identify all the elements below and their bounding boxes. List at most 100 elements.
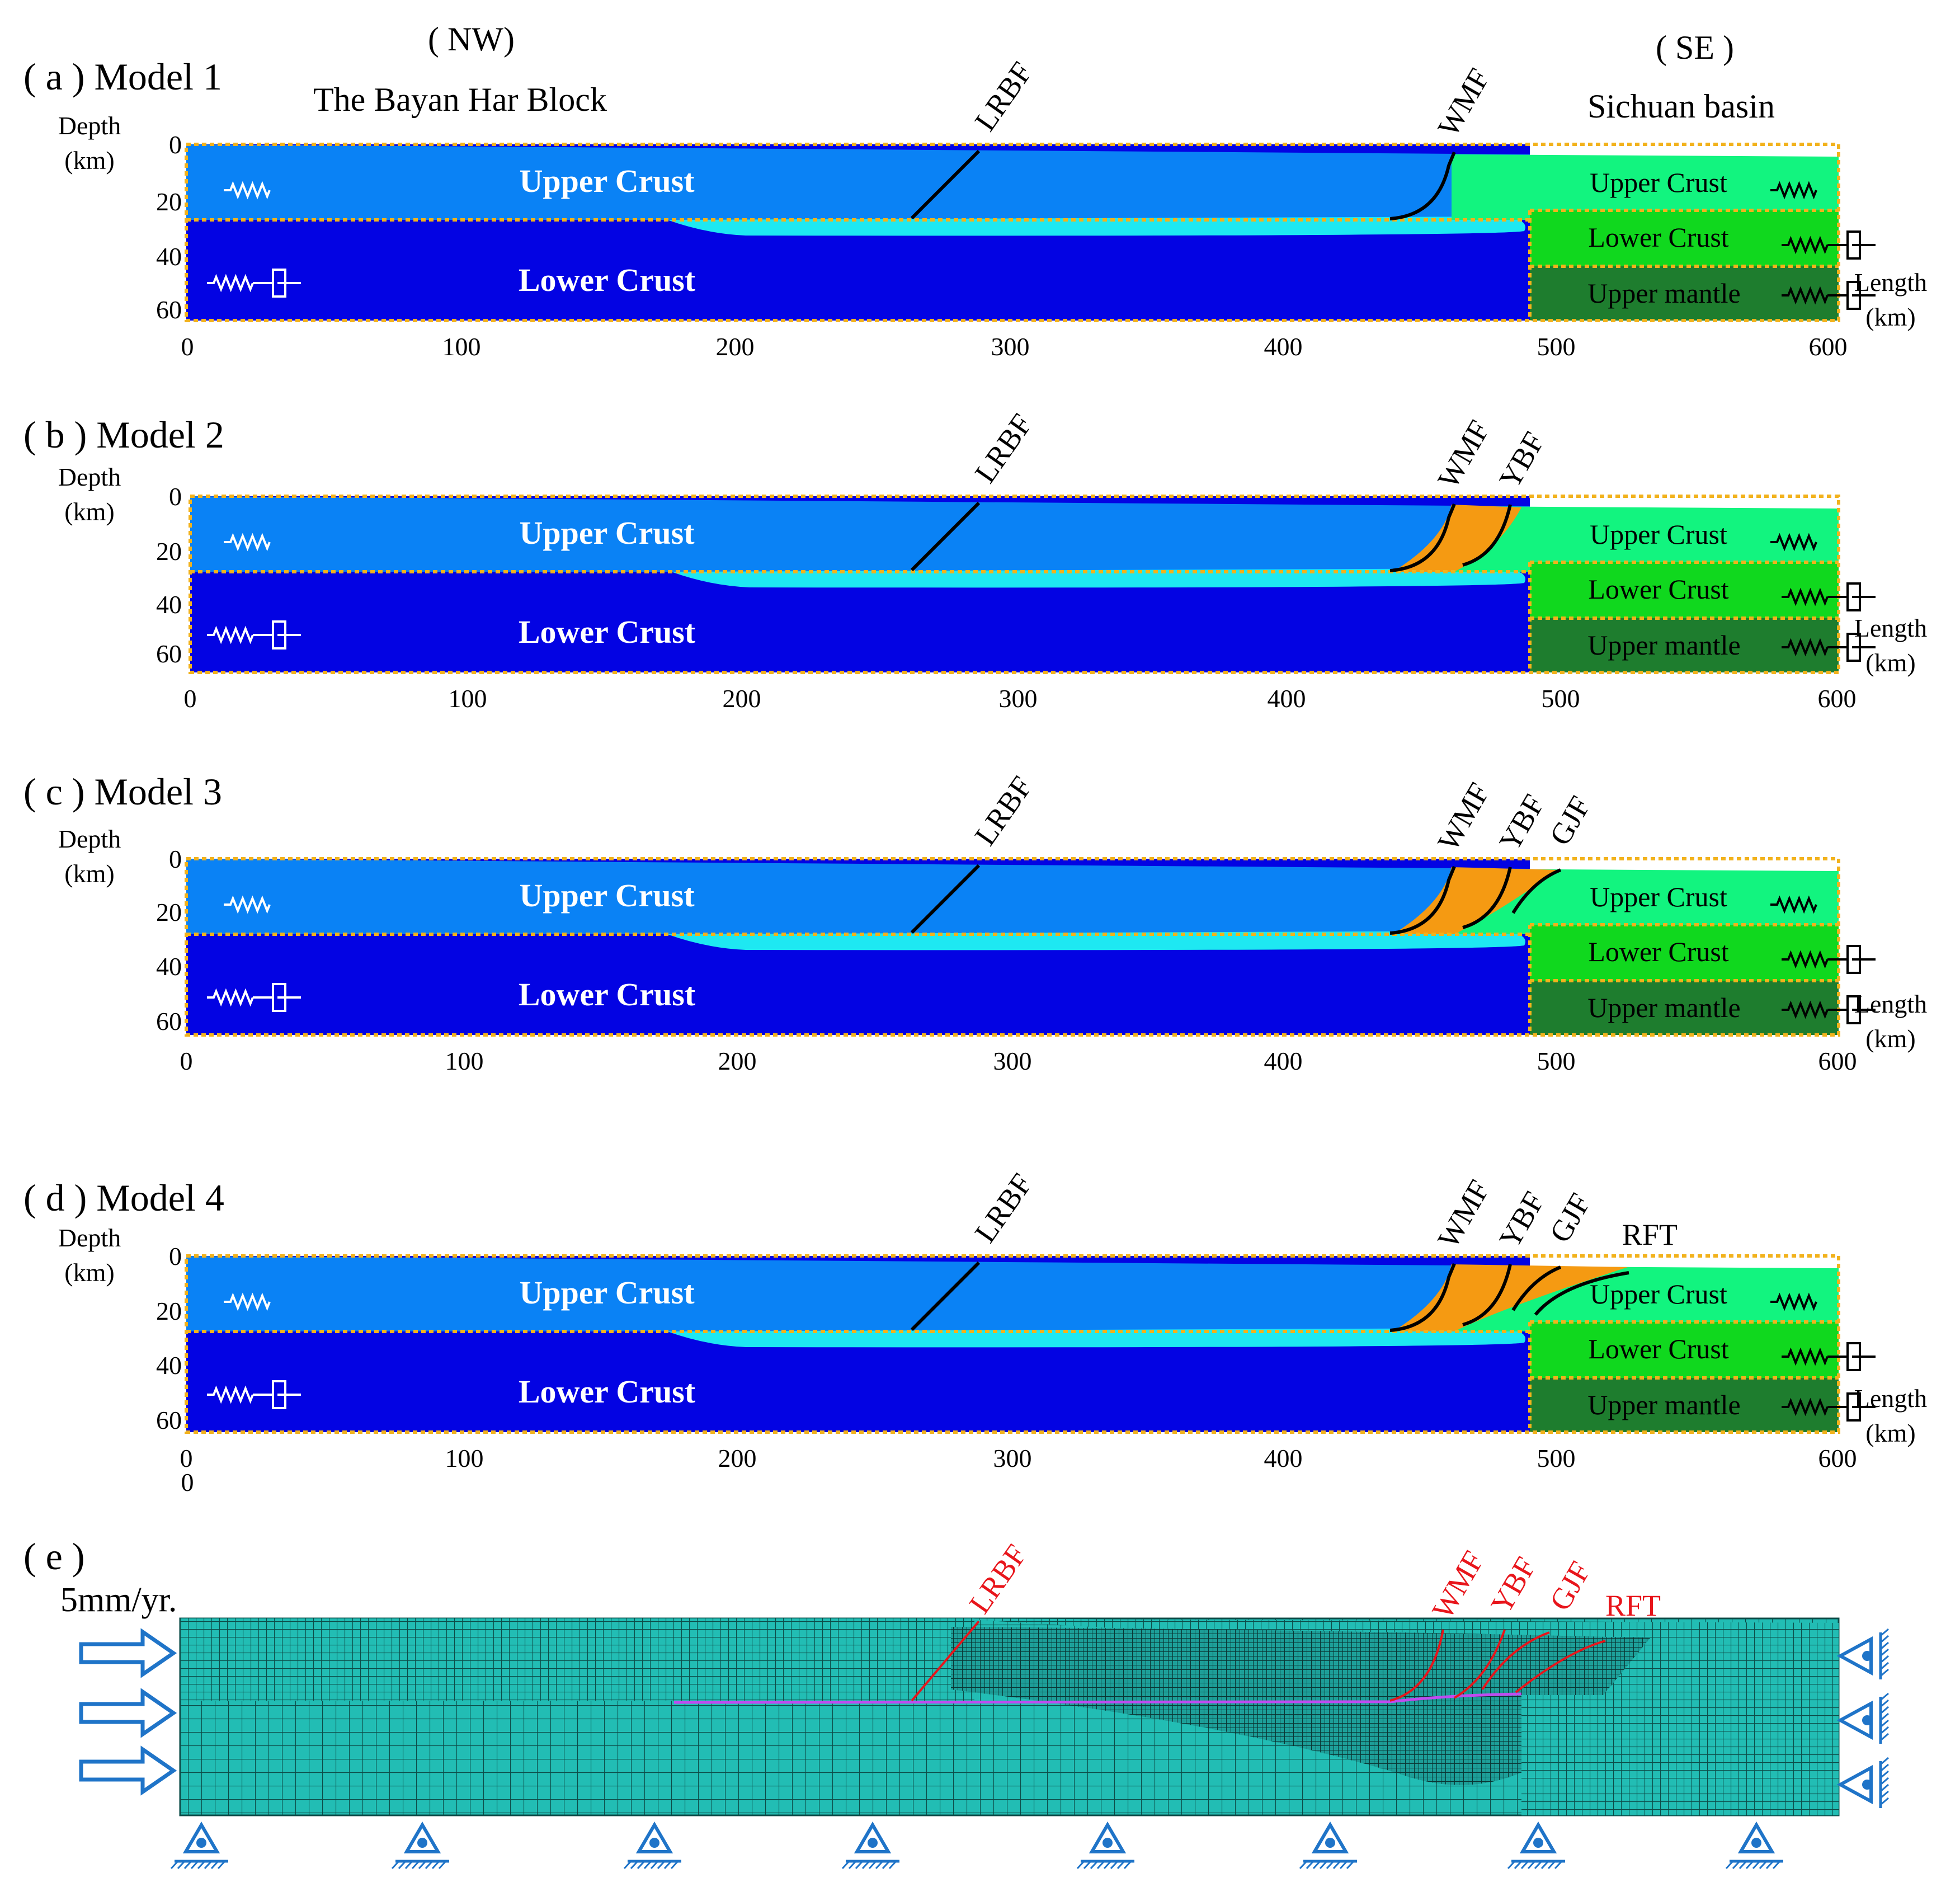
spring-lower-se xyxy=(1782,582,1876,611)
label-upper-crust-se: Upper Crust xyxy=(1590,167,1727,198)
length-tick: 600 xyxy=(1818,1444,1857,1472)
fault-label-lrbf: LRBF xyxy=(968,770,1039,851)
model-boundary xyxy=(185,143,1840,322)
spring-icon xyxy=(224,181,271,200)
label-upper-mantle-se: Upper mantle xyxy=(1587,992,1741,1023)
label-upper-crust-se: Upper Crust xyxy=(1590,1278,1727,1310)
velocity-arrow-icon xyxy=(79,1628,177,1678)
spring-icon xyxy=(207,988,254,1007)
mesh-fault-wmf xyxy=(1389,1629,1444,1702)
length-tick: 400 xyxy=(1264,332,1303,361)
mesh-fault-label-wmf: WMF xyxy=(1425,1545,1490,1625)
fault-wmf xyxy=(1389,1263,1456,1332)
weak-layer xyxy=(667,217,1525,236)
panel-title: ( c ) Model 3 xyxy=(23,770,222,813)
length-tick: 300 xyxy=(993,1444,1032,1472)
length-tick: 600 xyxy=(1809,332,1848,361)
spring-icon xyxy=(1770,533,1817,552)
label-lower-crust-nw: Lower Crust xyxy=(519,614,696,650)
spring-icon xyxy=(1782,236,1829,255)
length-tick: 400 xyxy=(1264,1047,1303,1075)
velocity-arrow-icon xyxy=(79,1745,177,1796)
depth-title: Depth xyxy=(58,111,121,140)
fault-lrbf xyxy=(910,1261,981,1331)
upper-crust-nw xyxy=(190,496,1530,572)
spring-icon xyxy=(1782,1000,1829,1019)
spring-lower-se xyxy=(1782,1342,1876,1371)
label-upper-mantle-se: Upper mantle xyxy=(1587,629,1741,661)
mesh-fault-label-rft: RFT xyxy=(1605,1589,1661,1622)
spring-upper-se xyxy=(1770,181,1817,200)
label-lower-crust-se: Lower Crust xyxy=(1588,1333,1728,1364)
spring-icon xyxy=(207,274,254,293)
spring-lower-nw xyxy=(207,983,301,1012)
length-tick: 500 xyxy=(1537,332,1576,361)
label-lower-crust-se: Lower Crust xyxy=(1588,573,1728,605)
fault-zone xyxy=(1393,1264,1628,1331)
spring-icon xyxy=(1770,895,1817,914)
upper-mantle-se xyxy=(1530,981,1839,1035)
label-upper-mantle-se: Upper mantle xyxy=(1587,1389,1741,1420)
label-lower-crust-nw: Lower Crust xyxy=(519,1373,696,1410)
fault-label-lrbf: LRBF xyxy=(968,1168,1039,1249)
label-lower-crust-nw: Lower Crust xyxy=(519,262,696,298)
se-boundaries xyxy=(1528,561,1839,672)
spring-mantle-se xyxy=(1782,633,1876,662)
fault-gjf xyxy=(1511,1265,1562,1311)
fault-ybf xyxy=(1462,867,1512,929)
spring-lower-nw xyxy=(207,269,301,298)
length-title: Length xyxy=(1854,268,1927,296)
fault-label-ybf: YBF xyxy=(1492,426,1551,494)
depth-unit: (km) xyxy=(64,146,114,175)
label-upper-crust-nw: Upper Crust xyxy=(519,515,695,551)
spring-upper-nw xyxy=(224,181,271,200)
label-lower-crust-se: Lower Crust xyxy=(1588,222,1728,253)
roller-support-icon xyxy=(391,1822,449,1870)
length-tick: 100 xyxy=(445,1444,484,1472)
fault-ybf xyxy=(1462,504,1512,567)
spring-icon xyxy=(224,533,271,552)
spring-icon xyxy=(1782,286,1829,305)
mesh-fault-rft xyxy=(1515,1640,1606,1693)
depth-tick: 20 xyxy=(156,1297,182,1325)
depth-tick: 40 xyxy=(156,952,182,981)
length-tick: 500 xyxy=(1542,684,1580,713)
mesh-upper-nw xyxy=(180,1618,974,1701)
mesh-fault-lrbf xyxy=(911,1620,980,1702)
roller-support-icon xyxy=(1076,1822,1134,1870)
velocity-arrow-icon xyxy=(79,1688,177,1738)
upper-crust-se xyxy=(1452,506,1839,572)
spring-icon xyxy=(207,625,254,644)
length-tick: 400 xyxy=(1264,1444,1303,1472)
panel-title: ( d ) Model 4 xyxy=(23,1176,224,1219)
roller-support-icon xyxy=(841,1822,899,1870)
upper-crust-nw xyxy=(186,144,1530,220)
length-tick: 300 xyxy=(993,1047,1032,1075)
length-tick: 400 xyxy=(1268,684,1306,713)
se-boundaries xyxy=(1528,1320,1839,1432)
fault-label-lrbf: LRBF xyxy=(968,408,1039,489)
spring-icon xyxy=(224,1292,271,1311)
depth-tick: 20 xyxy=(156,898,182,926)
panel-title: ( b ) Model 2 xyxy=(23,413,224,456)
length-title: Length xyxy=(1854,1384,1927,1413)
spring-icon xyxy=(1770,1292,1817,1311)
upper-mantle-se xyxy=(1530,1378,1839,1432)
fault-label-gjf: GJF xyxy=(1543,1188,1597,1248)
length-tick: 0 xyxy=(184,684,197,713)
roller-support-icon xyxy=(1725,1822,1783,1870)
label-upper-mantle-se: Upper mantle xyxy=(1587,277,1741,309)
mesh-se-lower xyxy=(1521,1695,1839,1815)
length-tick: 200 xyxy=(716,332,755,361)
bayan-har-label: The Bayan Har Block xyxy=(313,81,607,118)
length-title: Length xyxy=(1854,990,1927,1018)
length-tick: 200 xyxy=(723,684,761,713)
length-unit: (km) xyxy=(1865,1419,1915,1447)
spring-upper-se xyxy=(1770,533,1817,552)
roller-support-icon xyxy=(170,1822,228,1870)
fault-zone xyxy=(1393,505,1521,572)
fault-rft xyxy=(1534,1271,1629,1316)
spring-upper-nw xyxy=(224,895,271,914)
